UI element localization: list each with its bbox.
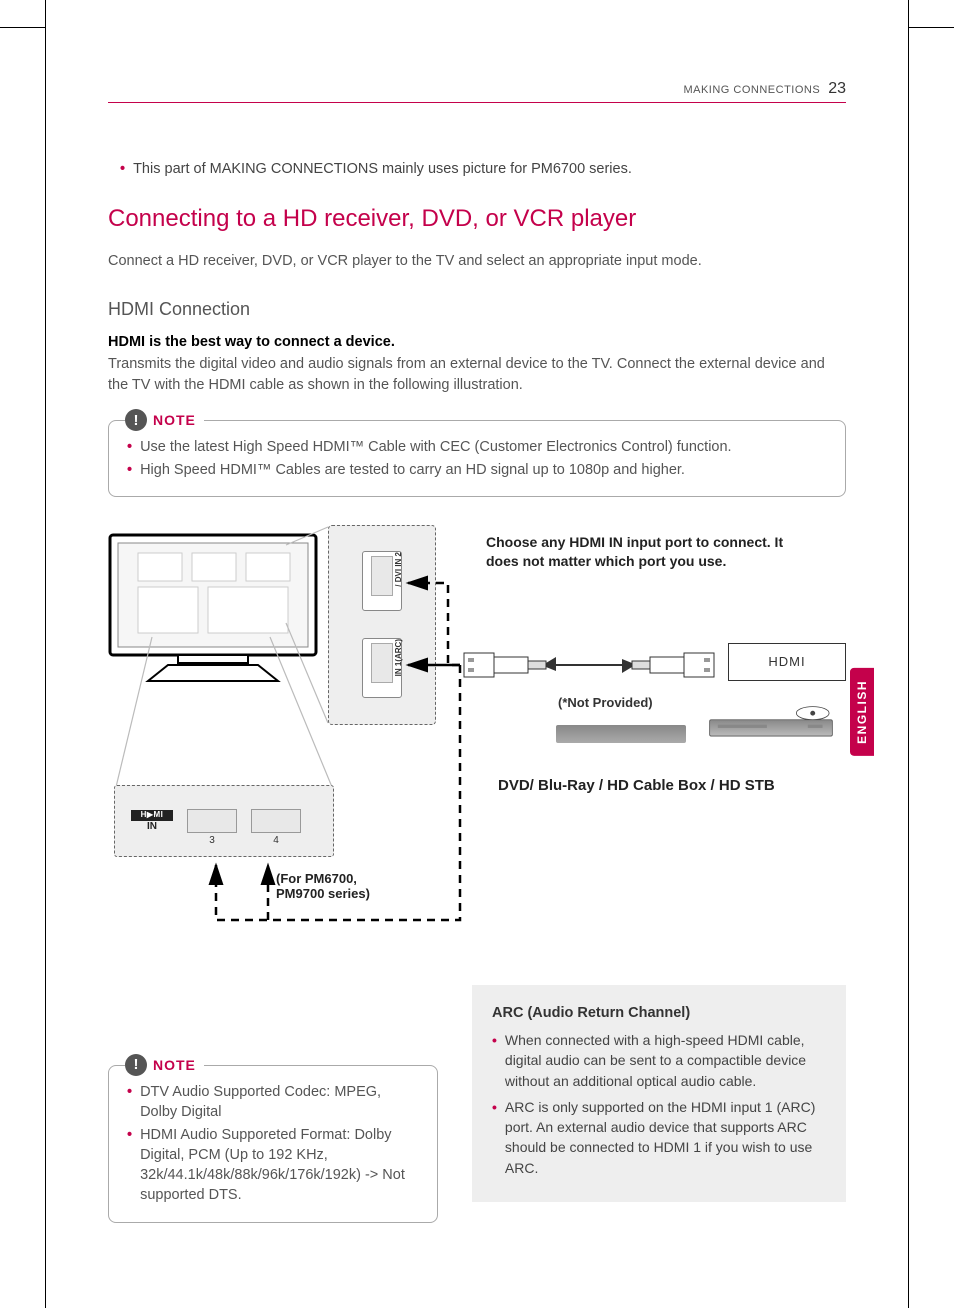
section-subtitle: HDMI Connection xyxy=(108,299,846,320)
intro-bullet: This part of MAKING CONNECTIONS mainly u… xyxy=(108,161,846,177)
hdmi-body-text: Transmits the digital video and audio si… xyxy=(108,354,846,396)
note-label-text-1: NOTE xyxy=(153,412,196,428)
note-box-2: ! NOTE DTV Audio Supported Codec: MPEG, … xyxy=(108,1065,438,1223)
header-page-number: 23 xyxy=(828,80,846,98)
note-box-1: ! NOTE Use the latest High Speed HDMI™ C… xyxy=(108,420,846,497)
arc-list: When connected with a high-speed HDMI ca… xyxy=(492,1030,826,1178)
running-header: MAKING CONNECTIONS 23 xyxy=(108,80,846,103)
hdmi-diagram: / DVI IN 2 IN 1(ARC) H▶MI IN (For PM6700… xyxy=(108,525,846,945)
note2-item-0: DTV Audio Supported Codec: MPEG, Dolby D… xyxy=(140,1082,419,1123)
crop-mark-tr xyxy=(909,27,954,28)
arc-box: ARC (Audio Return Channel) When connecte… xyxy=(472,985,846,1202)
note-label-text-2: NOTE xyxy=(153,1057,196,1073)
arc-title: ARC (Audio Return Channel) xyxy=(492,1003,826,1024)
note1-item-1: High Speed HDMI™ Cables are tested to ca… xyxy=(140,460,685,480)
hdmi-bold-line: HDMI is the best way to connect a device… xyxy=(108,334,846,350)
alert-icon: ! xyxy=(125,1054,147,1076)
intro-paragraph: Connect a HD receiver, DVD, or VCR playe… xyxy=(108,251,846,271)
intro-bullet-text: This part of MAKING CONNECTIONS mainly u… xyxy=(133,161,632,177)
note-list-2: DTV Audio Supported Codec: MPEG, Dolby D… xyxy=(127,1082,419,1206)
note-label-1: ! NOTE xyxy=(125,409,204,431)
crop-mark-tl xyxy=(0,27,45,28)
page-title: Connecting to a HD receiver, DVD, or VCR… xyxy=(108,205,846,233)
alert-icon: ! xyxy=(125,409,147,431)
note2-item-1: HDMI Audio Supporeted Format: Dolby Digi… xyxy=(140,1125,419,1206)
header-section: MAKING CONNECTIONS xyxy=(683,84,820,96)
arc-item-0: When connected with a high-speed HDMI ca… xyxy=(505,1030,826,1091)
language-tab: ENGLISH xyxy=(850,668,874,756)
note1-item-0: Use the latest High Speed HDMI™ Cable wi… xyxy=(140,437,732,457)
arc-item-1: ARC is only supported on the HDMI input … xyxy=(505,1097,826,1178)
diagram-arrows xyxy=(108,525,848,945)
note-list-1: Use the latest High Speed HDMI™ Cable wi… xyxy=(127,437,827,480)
page-content: MAKING CONNECTIONS 23 This part of MAKIN… xyxy=(108,80,846,1251)
note-label-2: ! NOTE xyxy=(125,1054,204,1076)
lower-row: ! NOTE DTV Audio Supported Codec: MPEG, … xyxy=(108,985,846,1251)
